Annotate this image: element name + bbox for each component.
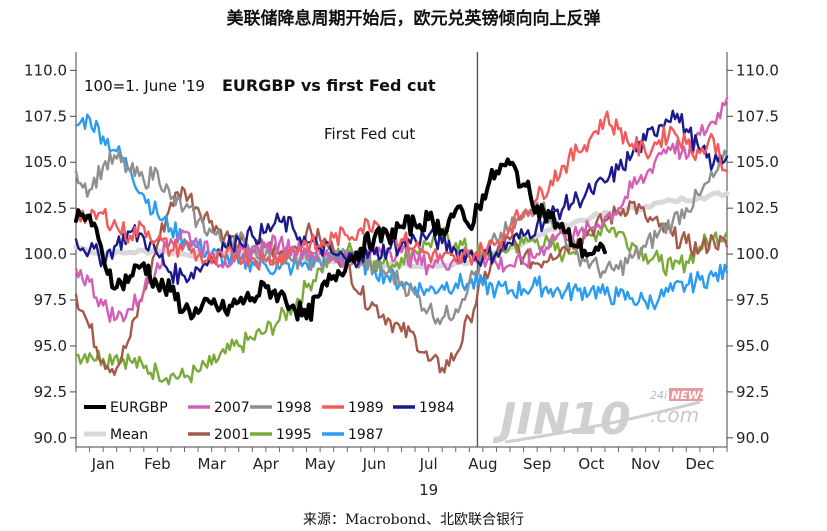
fed-cut-annotation: First Fed cut: [324, 125, 415, 143]
x-tick-label: Jul: [419, 455, 438, 473]
y-tick-label: 110.0: [24, 61, 67, 79]
y-tick-label: 95.0: [34, 337, 67, 355]
x-tick-label: Feb: [144, 455, 171, 473]
x-tick-label: Dec: [685, 455, 714, 473]
legend-label-2007: 2007: [214, 400, 250, 416]
x-tick-label: Jan: [91, 455, 115, 473]
legend-label-1987: 1987: [348, 427, 384, 443]
legend-label-1989: 1989: [348, 400, 384, 416]
y-tick-label-right: 110.0: [736, 61, 779, 79]
chart-subtitle: 100=1. June '19: [84, 77, 205, 95]
y-tick-label-right: 90.0: [736, 429, 769, 447]
series-line-eurgbp: [74, 157, 607, 322]
watermark-text: JIN10: [492, 394, 631, 445]
x-tick-label: Jun: [362, 455, 386, 473]
x-tick-label: Sep: [523, 455, 551, 473]
y-tick-label: 105.0: [24, 153, 67, 171]
watermark-badge: NEWS: [671, 389, 708, 402]
y-tick-label: 102.5: [24, 199, 67, 217]
x-tick-label: May: [305, 455, 336, 473]
series-line-2001: [74, 186, 729, 376]
watermark-swoosh: [504, 400, 701, 444]
y-tick-label: 90.0: [34, 429, 67, 447]
y-tick-label-right: 95.0: [736, 337, 769, 355]
source-note: 来源：Macrobond、北欧联合银行: [302, 512, 524, 528]
x-tick-label: Mar: [197, 455, 226, 473]
legend-label-1984: 1984: [419, 400, 455, 416]
y-tick-label: 92.5: [34, 383, 67, 401]
y-tick-label-right: 107.5: [736, 107, 779, 125]
watermark: JIN10 24i NEWS .com: [492, 388, 708, 445]
chart-title: EURGBP vs first Fed cut: [222, 76, 436, 95]
legend-label-eurgbp: EURGBP: [110, 400, 168, 416]
line-chart: 90.0 90.0 92.5 92.5 95.0 95.0 97.5 97.5 100.0 100…: [24, 52, 779, 499]
x-tick-label: Apr: [253, 455, 280, 473]
legend-label-mean: Mean: [110, 427, 148, 443]
series-line-1984: [74, 109, 729, 285]
y-tick-label: 100.0: [24, 245, 67, 263]
x-tick-label: Nov: [631, 455, 660, 473]
watermark-dotcom: .com: [650, 403, 699, 427]
watermark-badge-bg: [669, 388, 703, 401]
y-tick-label: 97.5: [34, 291, 67, 309]
series-line-1995: [74, 223, 729, 386]
y-tick-label-right: 105.0: [736, 153, 779, 171]
x-tick-label: Oct: [578, 455, 604, 473]
y-tick-label-right: 92.5: [736, 383, 769, 401]
legend-label-2001: 2001: [214, 427, 250, 443]
y-tick-label-right: 102.5: [736, 199, 779, 217]
watermark-sub: 24i: [650, 389, 667, 402]
y-tick-label: 107.5: [24, 107, 67, 125]
legend-label-1995: 1995: [276, 427, 312, 443]
x-year-label: 19: [419, 481, 438, 499]
legend-label-1998: 1998: [276, 400, 312, 416]
series-line-2007: [74, 96, 729, 323]
y-tick-label-right: 97.5: [736, 291, 769, 309]
page-title: 美联储降息周期开始后，欧元兑英镑倾向向上反弹: [226, 9, 601, 29]
series-line-1998: [74, 149, 729, 326]
y-tick-label-right: 100.0: [736, 245, 779, 263]
x-tick-label: Aug: [468, 455, 497, 473]
series-line-1989: [74, 110, 729, 271]
